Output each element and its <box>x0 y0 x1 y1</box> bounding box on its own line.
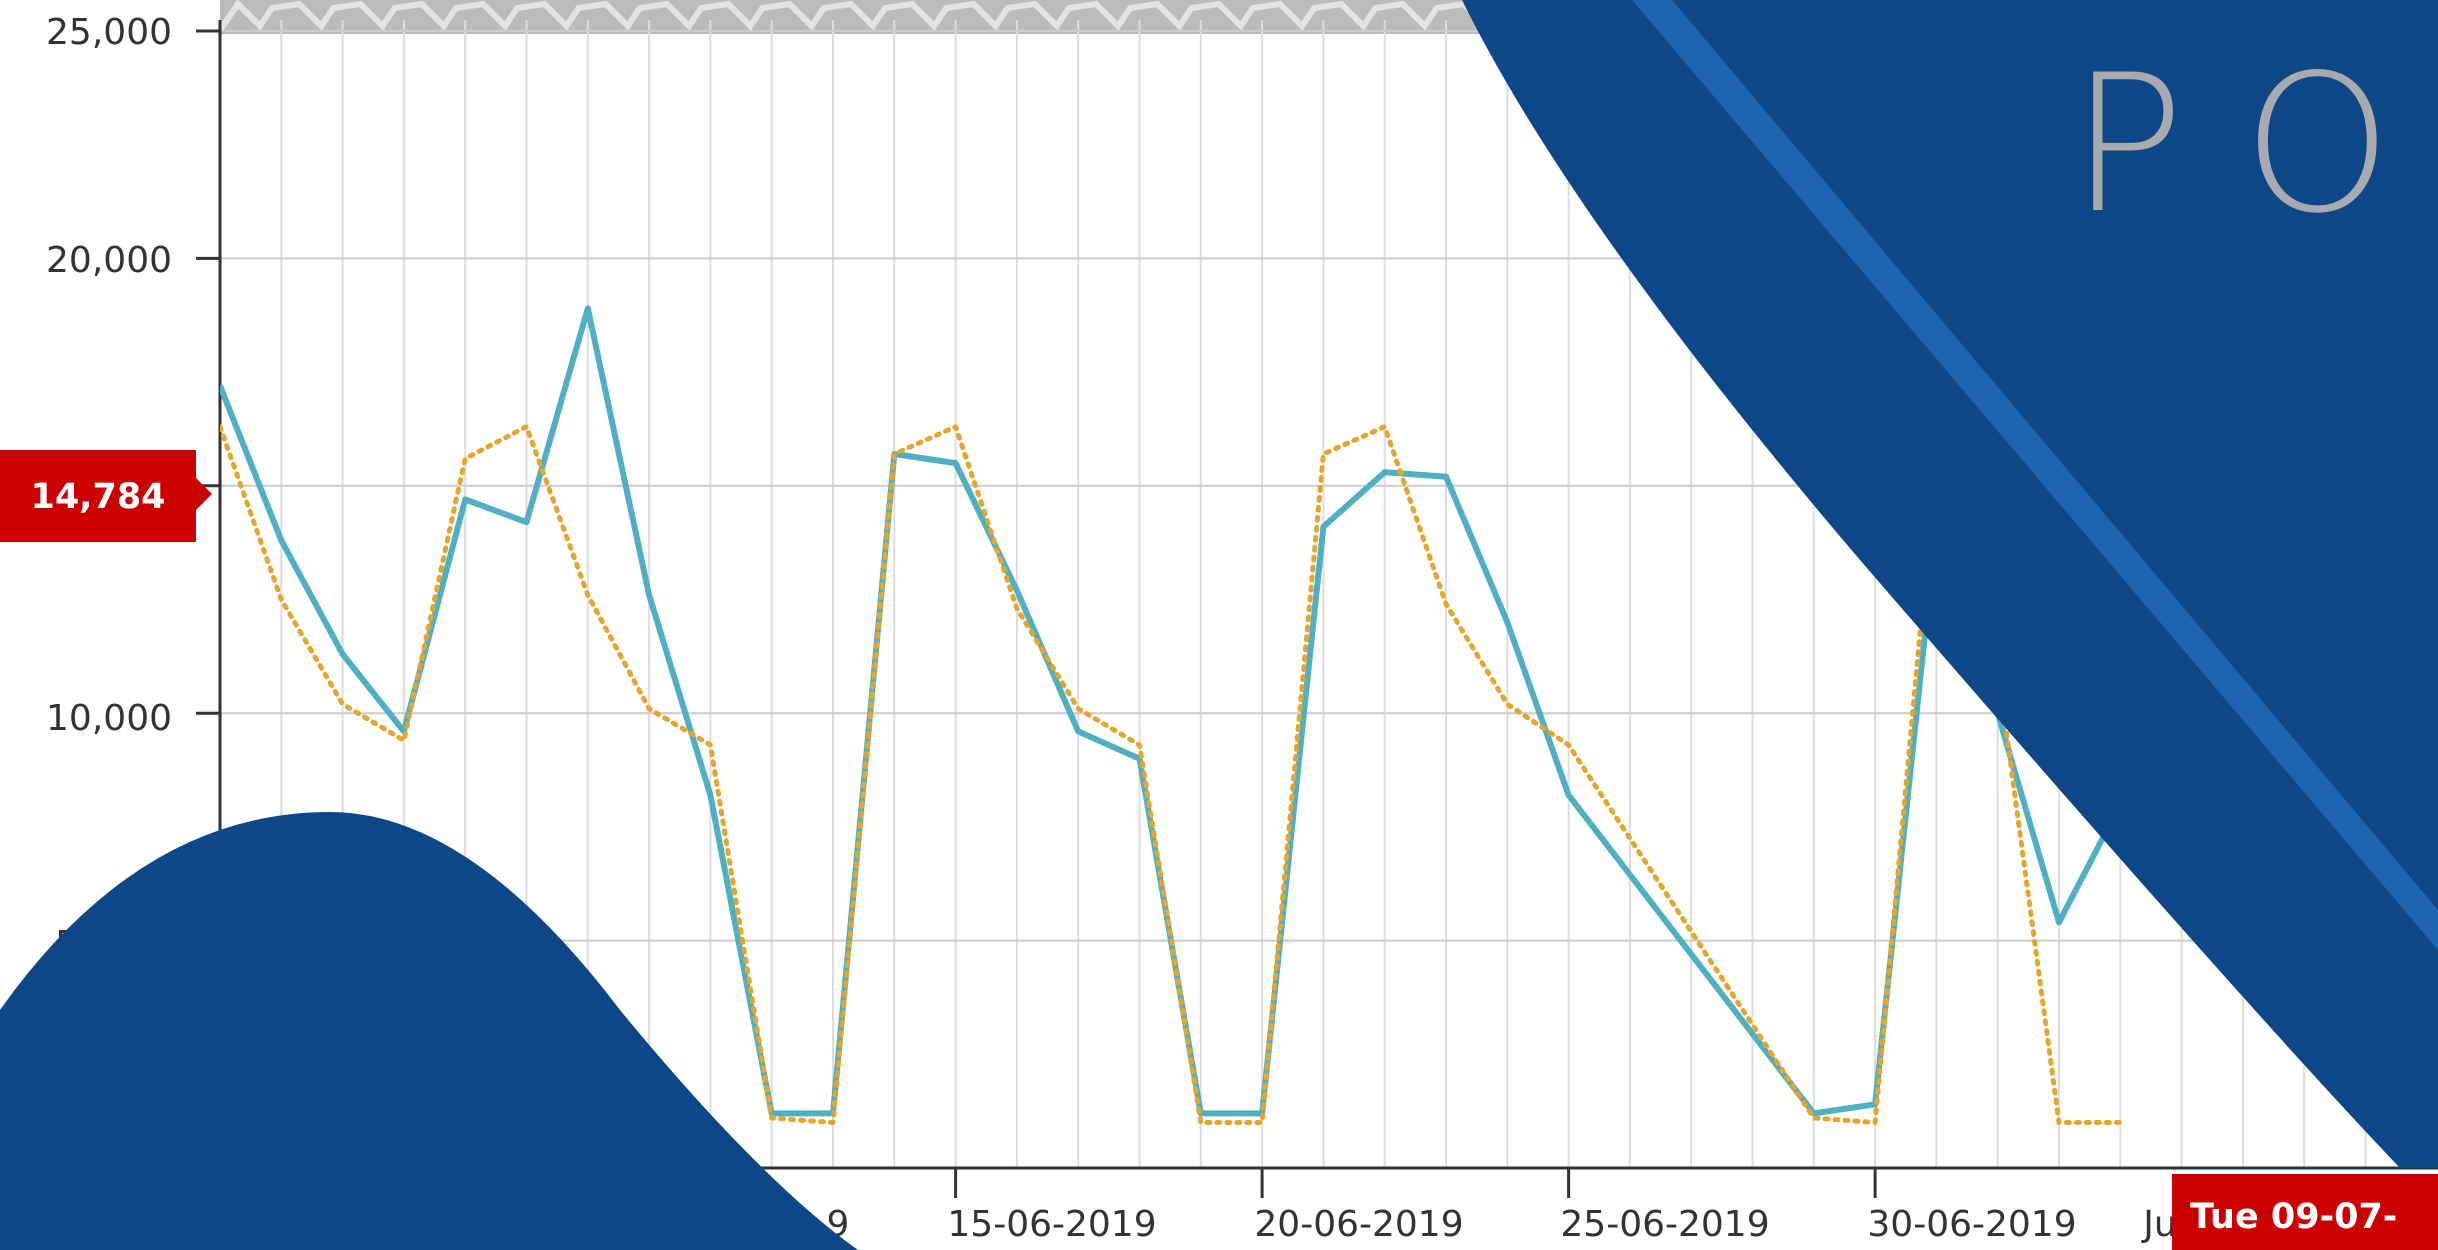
data-point-dotted <box>280 599 282 600</box>
data-point-solid <box>1077 730 1079 732</box>
data-point-solid <box>587 307 589 309</box>
data-point-dotted <box>1568 744 1570 746</box>
data-point-solid <box>280 539 282 541</box>
data-point-solid <box>648 594 650 596</box>
data-point-solid <box>771 1112 773 1114</box>
decor-blue-blob <box>0 812 858 1250</box>
data-point-dotted <box>1813 1117 1815 1119</box>
x-cursor-readout: Tue 09-07- <box>2172 1174 2438 1250</box>
y-readout-box <box>0 450 212 542</box>
data-point-solid <box>1384 471 1386 473</box>
data-point-solid <box>1445 476 1447 478</box>
decor-blue-wedge <box>1462 0 2438 1168</box>
data-point-dotted <box>526 426 527 428</box>
data-point-dotted <box>220 426 221 428</box>
x-tick-label: 30-06-2019 <box>1867 1204 2076 1245</box>
data-point-solid <box>464 498 466 500</box>
data-point-dotted <box>587 594 589 596</box>
data-point-solid <box>1016 589 1018 591</box>
y-tick-label: 10,000 <box>46 698 172 739</box>
y-readout-label: 14,784 <box>30 477 165 517</box>
data-point-dotted <box>403 740 405 741</box>
data-point-solid <box>2058 921 2060 923</box>
data-point-dotted <box>1384 426 1386 428</box>
x-readout-label: Tue 09-07- <box>2190 1197 2397 1237</box>
data-point-dotted <box>1506 703 1508 705</box>
data-point-dotted <box>1874 1122 1876 1123</box>
data-point-dotted <box>955 426 957 428</box>
data-point-dotted <box>1200 1122 1202 1123</box>
y-tick-label: 25,000 <box>46 12 172 53</box>
data-point-dotted <box>1077 708 1079 710</box>
data-point-dotted <box>2058 1122 2060 1123</box>
data-point-dotted <box>1322 453 1324 455</box>
data-point-dotted <box>1445 603 1447 605</box>
data-point-solid <box>1139 758 1140 760</box>
data-point-solid <box>220 385 221 387</box>
data-point-dotted <box>2119 1122 2121 1123</box>
data-point-dotted <box>832 1122 834 1123</box>
data-point-dotted <box>342 703 344 705</box>
data-point-solid <box>342 653 344 655</box>
decor-blue-stripe <box>1632 0 2438 950</box>
data-point-dotted <box>709 744 711 746</box>
data-point-solid <box>526 521 527 523</box>
x-tick-label-partial: Ju <box>2141 1204 2176 1245</box>
data-point-solid <box>709 794 711 796</box>
data-point-dotted <box>1139 744 1140 746</box>
y-cursor-readout: 14,784 <box>0 450 212 542</box>
y-tick-label: 20,000 <box>46 240 172 281</box>
x-readout-box <box>2172 1174 2438 1250</box>
data-point-dotted <box>1261 1122 1263 1123</box>
x-tick-label: 15-06-2019 <box>947 1204 1156 1245</box>
data-point-solid <box>955 462 957 464</box>
brand-text: POW <box>2070 34 2438 255</box>
series-group <box>220 305 2123 1125</box>
data-point-solid <box>1506 621 1508 623</box>
data-point-solid <box>1568 794 1570 796</box>
data-point-solid <box>1813 1112 1815 1114</box>
x-tick-label: 25-06-2019 <box>1560 1204 1769 1245</box>
data-point-dotted <box>1016 608 1018 610</box>
x-tick-label: 20-06-2019 <box>1254 1204 1463 1245</box>
data-point-dotted <box>893 453 895 455</box>
data-point-dotted <box>771 1117 773 1119</box>
data-point-dotted <box>648 708 650 710</box>
data-point-solid <box>1322 526 1324 528</box>
data-point-dotted <box>464 458 466 459</box>
